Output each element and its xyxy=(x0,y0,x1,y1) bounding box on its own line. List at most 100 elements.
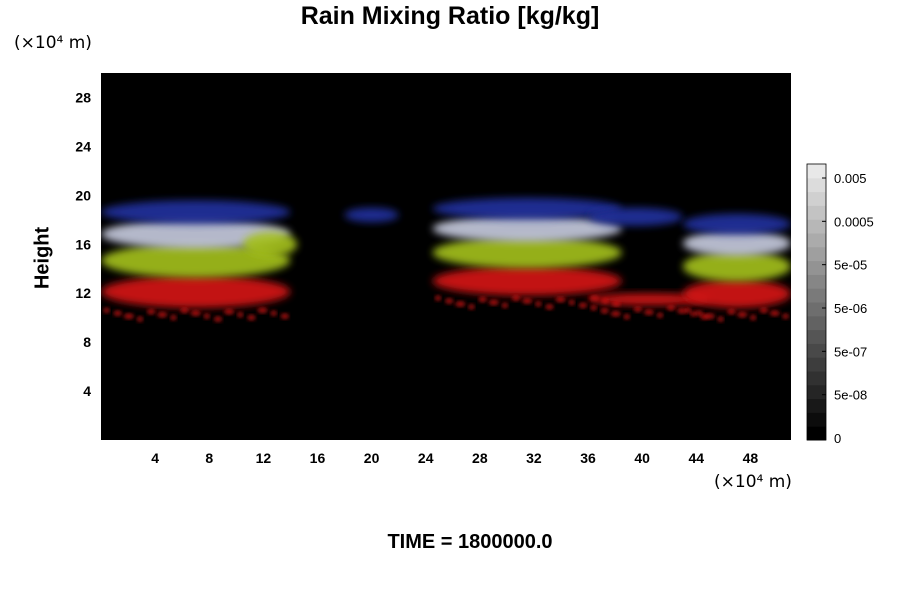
precip-streak xyxy=(578,302,587,308)
precip-streak xyxy=(190,310,201,316)
colorbar-tick-label: 5e-05 xyxy=(834,258,867,273)
cloud-layer-middle xyxy=(682,251,791,282)
precip-streak xyxy=(224,309,235,315)
precip-streak xyxy=(590,305,597,311)
precip-streak xyxy=(257,307,268,313)
x-tick-label: 16 xyxy=(310,450,326,466)
y-tick-label: 8 xyxy=(83,334,91,350)
x-ticks: 4 8 12 16 20 24 28 32 36 40 44 48 xyxy=(151,450,758,466)
x-tick-label: 48 xyxy=(743,450,759,466)
precip-streak xyxy=(643,309,654,315)
precip-streak xyxy=(522,298,533,304)
precip-streak xyxy=(782,313,789,319)
colorbar-swatch xyxy=(807,384,826,400)
colorbar-tick-label: 0.005 xyxy=(834,171,867,186)
cloud-layer-middle xyxy=(101,243,291,278)
cloud-layer-top xyxy=(344,207,399,223)
colorbar-swatch xyxy=(807,357,826,372)
colorbar-swatch xyxy=(807,164,826,179)
precip-streak xyxy=(677,308,688,314)
cloud-layer-middle xyxy=(432,236,622,269)
time-label: TIME = 1800000.0 xyxy=(387,531,553,553)
x-tick-label: 12 xyxy=(256,450,272,466)
colorbar-swatch xyxy=(807,412,826,427)
precip-streak xyxy=(568,299,575,305)
precip-streak xyxy=(113,310,122,316)
precip-streak xyxy=(633,306,642,312)
cloud-layer-upper xyxy=(432,215,622,242)
precip-streak xyxy=(270,310,277,316)
precip-streak xyxy=(280,313,289,319)
precip-streak xyxy=(555,297,566,303)
precip-streak xyxy=(468,304,475,310)
precip-streak xyxy=(136,316,143,322)
precip-streak xyxy=(123,313,134,319)
colorbar-swatch xyxy=(807,191,826,206)
precip-streak xyxy=(610,311,621,317)
colorbar-frame xyxy=(806,163,827,441)
precip-streak xyxy=(704,313,715,319)
colorbar-swatch xyxy=(807,205,826,220)
precip-streak xyxy=(759,307,768,313)
cloud-layer-top xyxy=(588,207,683,226)
colorbar-tick-label: 5e-08 xyxy=(834,388,867,403)
precip-streak xyxy=(455,301,466,307)
x-tick-label: 4 xyxy=(151,450,159,466)
precip-streak xyxy=(445,298,454,304)
precip-streak xyxy=(769,310,780,316)
colorbar-swatch xyxy=(807,426,826,441)
colorbar-swatch xyxy=(807,371,826,386)
x-tick-label: 20 xyxy=(364,450,380,466)
y-ticks: 4 8 12 16 20 24 28 xyxy=(75,89,91,399)
precip-streak xyxy=(657,312,664,318)
cloud-layer-low xyxy=(101,275,291,308)
colorbar-swatch xyxy=(807,260,826,275)
x-tick-label: 36 xyxy=(580,450,596,466)
precip-streak xyxy=(180,307,189,313)
precip-streak xyxy=(103,307,110,313)
x-tick-label: 24 xyxy=(418,450,434,466)
y-axis-unit: (×10⁴ m) xyxy=(14,33,92,53)
cloud-layer-upper xyxy=(682,230,791,257)
precip-streak xyxy=(157,312,168,318)
cloud-field xyxy=(101,197,791,322)
precip-streak xyxy=(147,309,156,315)
precip-streak xyxy=(247,315,256,321)
precip-streak xyxy=(690,311,697,317)
y-tick-label: 4 xyxy=(83,383,91,399)
cloud-layer-top xyxy=(101,200,291,224)
colorbar-tick-label: 0 xyxy=(834,431,841,446)
colorbar-tick-label: 0.0005 xyxy=(834,214,874,229)
x-tick-label: 8 xyxy=(205,450,213,466)
precip-streak xyxy=(512,295,521,301)
colorbar-swatch xyxy=(807,177,826,193)
cloud-layer-low xyxy=(682,279,791,308)
precip-streak xyxy=(535,301,542,307)
chart-title: Rain Mixing Ratio [kg/kg] xyxy=(300,2,600,30)
colorbar-tick-label: 5e-06 xyxy=(834,301,867,316)
cloud-layer-top xyxy=(682,213,791,235)
y-tick-label: 16 xyxy=(75,236,91,252)
precip-streak xyxy=(685,307,692,313)
colorbar-swatch xyxy=(807,329,826,344)
colorbar-swatch xyxy=(807,219,826,234)
precip-streak xyxy=(501,302,508,308)
y-tick-label: 12 xyxy=(75,285,91,301)
cloud-layer-low xyxy=(432,266,622,296)
y-tick-label: 24 xyxy=(75,138,91,154)
x-tick-label: 28 xyxy=(472,450,488,466)
precip-streak xyxy=(727,309,736,315)
y-tick-label: 28 xyxy=(75,89,91,105)
colorbar-swatch xyxy=(807,246,826,262)
colorbar: 0 5e-08 5e-07 5e-06 5e-05 0.0005 0.005 xyxy=(806,163,874,446)
colorbar-swatch xyxy=(807,288,826,303)
colorbar-tick-label: 5e-07 xyxy=(834,344,867,359)
colorbar-swatch xyxy=(807,274,826,289)
colorbar-swatch xyxy=(807,398,826,413)
precip-streak xyxy=(488,299,499,305)
colorbar-swatch xyxy=(807,343,826,358)
precip-streak xyxy=(623,314,630,320)
precip-streak xyxy=(600,308,609,314)
precip-streak xyxy=(478,297,487,303)
